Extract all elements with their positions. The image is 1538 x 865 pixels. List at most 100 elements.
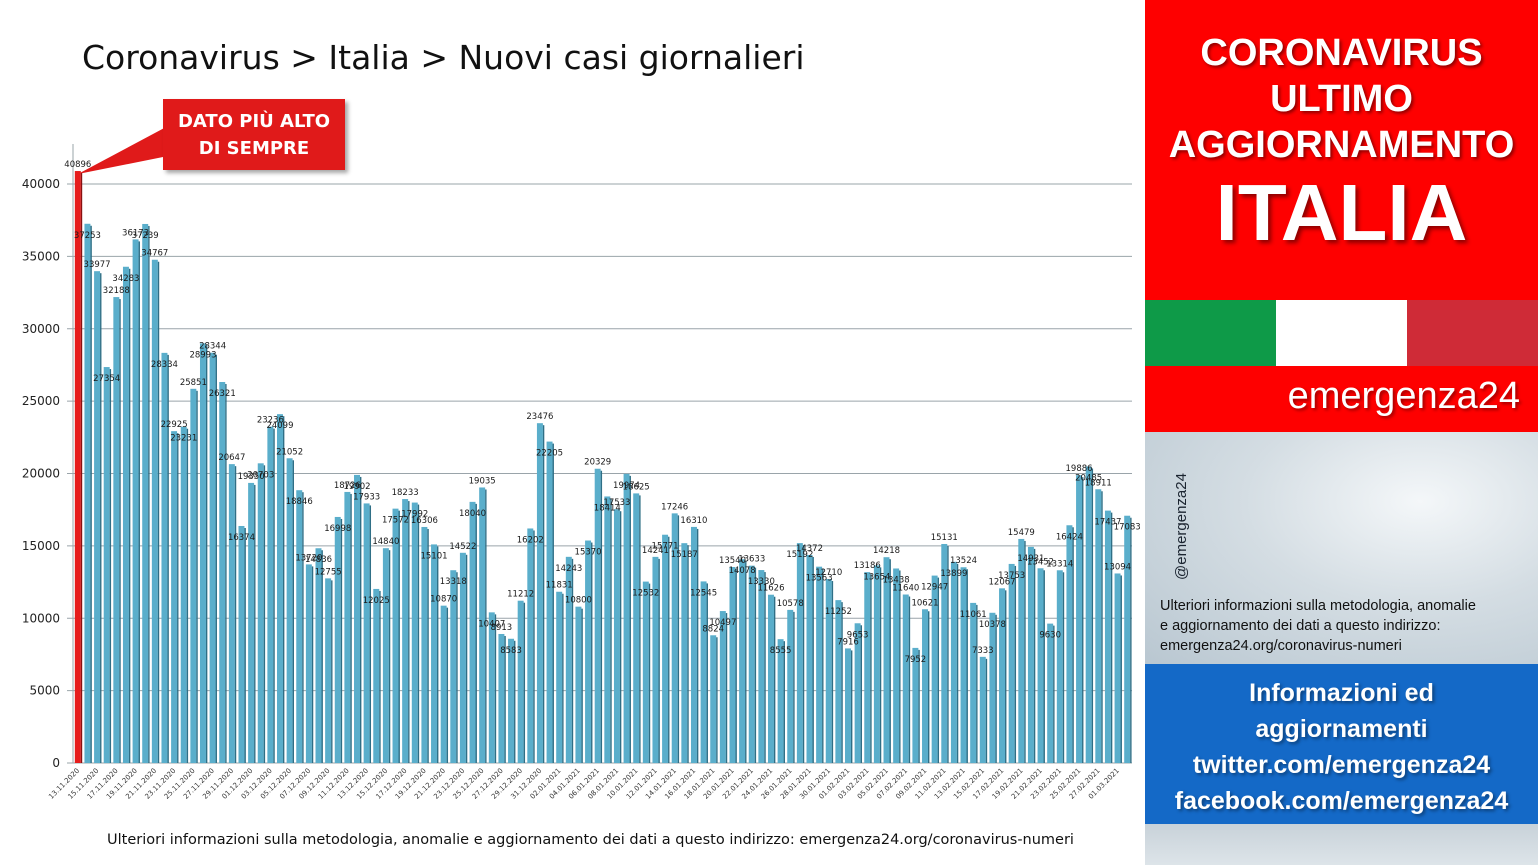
bar-shadow xyxy=(225,384,227,763)
bar-15.11.2020 xyxy=(94,271,101,763)
bar-shadow xyxy=(783,641,785,763)
bar-shadow xyxy=(619,511,622,763)
bar-11.02.2021 xyxy=(941,543,948,763)
bar-shadow xyxy=(109,369,112,763)
data-label: 15192 xyxy=(786,550,813,560)
bar-30.12.2020 xyxy=(527,528,534,763)
italian-flag xyxy=(1145,300,1538,366)
methodology-line-2: e aggiornamento dei dati a questo indiri… xyxy=(1160,618,1441,634)
bar-shadow xyxy=(292,460,294,763)
bar-shadow xyxy=(562,593,564,763)
data-label: 11640 xyxy=(892,584,919,594)
bar-19.01.2021 xyxy=(719,611,726,763)
bar-shadow xyxy=(985,658,988,763)
bar-shadow xyxy=(716,637,718,763)
twitter-link[interactable]: twitter.com/emergenza24 xyxy=(1192,751,1491,779)
methodology-link[interactable]: emergenza24.org/coronavirus-numeri xyxy=(1160,638,1402,654)
bar-12.01.2021 xyxy=(652,556,659,763)
brand-name: emergenza24 xyxy=(1287,375,1520,417)
bar-shadow xyxy=(706,583,708,763)
data-label: 28344 xyxy=(199,342,226,352)
bar-shadow xyxy=(802,545,805,763)
bar-06.01.2021 xyxy=(594,468,601,763)
bar-shadow xyxy=(138,241,140,764)
bar-25.11.2020 xyxy=(190,388,197,763)
bar-22.12.2020 xyxy=(450,570,457,763)
bar-11.12.2020 xyxy=(344,491,351,763)
bar-shadow xyxy=(196,390,198,763)
bar-10.12.2020 xyxy=(334,516,341,763)
bar-21.02.2021 xyxy=(1037,568,1044,763)
x-axis-ticks: 13.11.202015.11.202017.11.202019.11.2020… xyxy=(47,767,1121,801)
data-label: 16424 xyxy=(1056,532,1083,542)
bar-13.01.2021 xyxy=(662,534,669,763)
data-label: 12067 xyxy=(989,577,1016,587)
bar-shadow xyxy=(167,354,169,763)
bar-shadow xyxy=(408,501,410,763)
data-label: 19974 xyxy=(613,481,640,491)
bar-22.02.2021 xyxy=(1047,623,1054,763)
bar-shadow xyxy=(754,567,757,763)
data-label: 13540 xyxy=(719,556,746,566)
data-label: 13318 xyxy=(440,577,467,587)
bar-14.11.2020 xyxy=(84,223,91,763)
header-box: CORONAVIRUS ULTIMO AGGIORNAMENTO ITALIA xyxy=(1145,0,1538,300)
y-tick-label: 35000 xyxy=(22,249,60,263)
data-label: 10407 xyxy=(478,619,505,629)
bar-26.01.2021 xyxy=(787,609,794,763)
data-label: 13633 xyxy=(738,555,765,565)
bar-17.12.2020 xyxy=(402,499,409,763)
bar-shadow xyxy=(369,505,372,763)
data-label: 23236 xyxy=(257,416,284,426)
y-tick-label: 20000 xyxy=(22,467,60,481)
data-label: 13753 xyxy=(998,571,1025,581)
bar-30.11.2020 xyxy=(238,525,245,763)
info-box: Informazioni ed aggiornamenti twitter.co… xyxy=(1145,664,1538,824)
bar-26.11.2020 xyxy=(199,343,206,763)
bar-shadow xyxy=(148,225,150,764)
bar-15.01.2021 xyxy=(681,543,688,763)
data-label: 37253 xyxy=(74,231,101,241)
bar-15.12.2020 xyxy=(382,548,389,763)
data-label: 7916 xyxy=(837,637,859,647)
bar-shadow xyxy=(1033,548,1036,763)
bar-shadow xyxy=(860,625,863,763)
bar-01.02.2021 xyxy=(845,648,851,763)
data-label: 13899 xyxy=(940,569,967,579)
data-label: 13094 xyxy=(1104,562,1131,572)
data-label: 15370 xyxy=(575,548,602,558)
bar-shadow xyxy=(745,561,747,763)
data-label: 11626 xyxy=(757,584,784,594)
data-label: 33977 xyxy=(84,260,111,270)
bar-20.01.2021 xyxy=(729,567,736,763)
bar-05.01.2021 xyxy=(585,540,592,763)
data-label: 17533 xyxy=(603,498,630,508)
data-label: 13314 xyxy=(1046,559,1073,569)
bar-shadow xyxy=(591,542,593,763)
bar-20.12.2020 xyxy=(431,544,438,763)
data-label: 15771 xyxy=(652,542,679,552)
data-label: 20703 xyxy=(247,470,274,480)
bar-18.12.2020 xyxy=(411,502,418,763)
bar-01.01.2021 xyxy=(546,441,553,763)
data-label: 18233 xyxy=(392,488,419,498)
bar-11.01.2021 xyxy=(642,581,649,763)
bar-shadow xyxy=(398,510,400,763)
bar-shadow xyxy=(677,515,680,763)
data-label: 12755 xyxy=(315,567,342,577)
bar-shadow xyxy=(1014,565,1017,763)
bar-18.02.2021 xyxy=(1008,563,1015,763)
data-label: 34283 xyxy=(112,274,139,284)
facebook-link[interactable]: facebook.com/emergenza24 xyxy=(1174,787,1509,815)
bar-05.02.2021 xyxy=(883,557,890,763)
y-tick-label: 40000 xyxy=(22,177,60,191)
data-label: 16998 xyxy=(324,524,351,534)
bar-shadow xyxy=(1091,468,1094,763)
data-label: 8583 xyxy=(500,646,522,656)
bar-shadow xyxy=(254,484,256,763)
methodology-line-1: Ulteriori informazioni sulla metodologia… xyxy=(1160,598,1476,614)
data-label: 16306 xyxy=(411,516,438,526)
bar-19.11.2020 xyxy=(132,239,139,764)
data-label: 17246 xyxy=(661,502,688,512)
bar-06.02.2021 xyxy=(893,568,900,763)
